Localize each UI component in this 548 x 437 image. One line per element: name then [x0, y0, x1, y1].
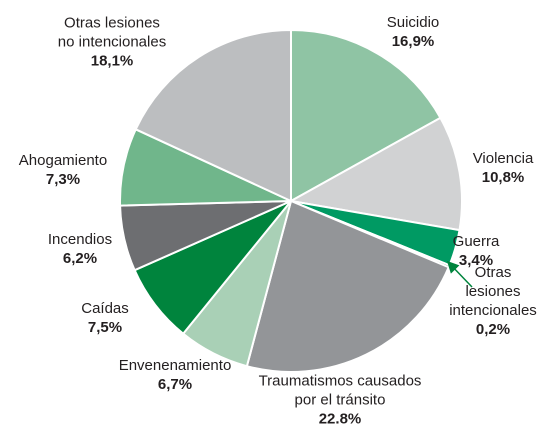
- slice: [288, 116, 463, 232]
- value-label: 0,2%: [475, 321, 511, 338]
- slice-label: Traumatismos causados por el tránsito 22.…: [259, 372, 422, 429]
- value-label: 22.8%: [318, 410, 362, 428]
- category-label: Violencia: [472, 150, 534, 167]
- slice-label: Envenenamiento 6,7%: [119, 356, 232, 394]
- pointer-arrow: [446, 260, 473, 288]
- value-label: 16,9%: [391, 33, 435, 50]
- category-label: Ahogamiento: [18, 152, 108, 169]
- slice-label: Otras lesiones no intencionales 18,1%: [58, 14, 166, 71]
- slice-label: Incendios 6,2%: [48, 230, 112, 268]
- slice-label: Ahogamiento 7,3%: [19, 151, 107, 189]
- slice-label: Guerra 3,4%: [453, 232, 500, 270]
- slice-label: Caídas 7,5%: [81, 299, 129, 337]
- category-label: Otras lesiones no intencionales: [57, 14, 167, 51]
- slice-label: Otras lesiones intencionales 0,2%: [449, 263, 537, 339]
- category-label: Otras lesiones intencionales: [449, 264, 537, 319]
- category-label: Incendios: [47, 231, 113, 248]
- value-label: 7,3%: [45, 171, 81, 188]
- value-label: 7,5%: [87, 319, 123, 336]
- category-label: Suicidio: [386, 14, 440, 31]
- value-label: 18,1%: [90, 52, 134, 70]
- value-label: 10,8%: [481, 169, 525, 186]
- slice: [134, 28, 292, 203]
- category-label: Envenenamiento: [118, 357, 232, 374]
- slice-label: Violencia 10,8%: [473, 149, 534, 187]
- category-label: Caídas: [81, 300, 129, 317]
- value-label: 6,2%: [62, 250, 98, 267]
- category-label: Guerra: [452, 233, 500, 250]
- slice: [290, 28, 442, 203]
- value-label: 6,7%: [157, 376, 193, 393]
- slice: [245, 199, 450, 373]
- value-label: 3,4%: [458, 252, 494, 269]
- category-label: Traumatismos causados por el tránsito: [258, 372, 422, 409]
- slice-label: Suicidio 16,9%: [387, 13, 440, 51]
